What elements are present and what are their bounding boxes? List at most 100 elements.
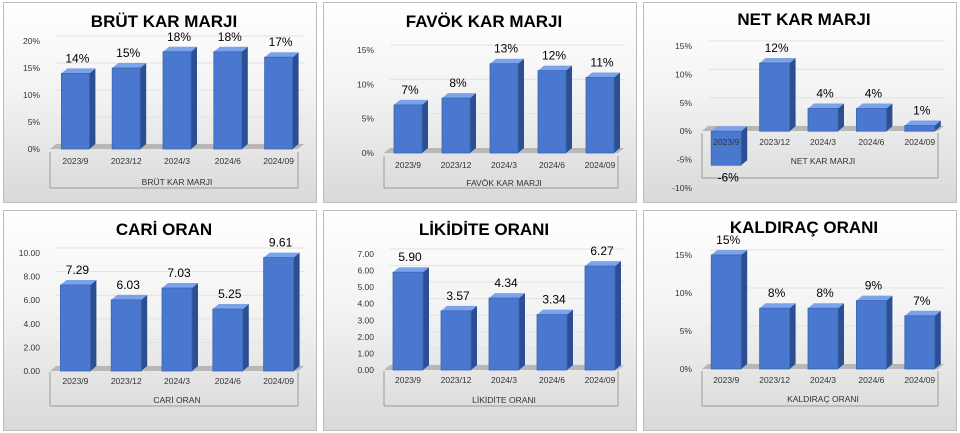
bar-top (442, 93, 476, 99)
bar-front (904, 125, 936, 132)
bar-top (537, 309, 573, 315)
bar-side (518, 58, 524, 153)
x-tick-label: 2023/12 (111, 376, 142, 386)
chart-panel-favok: FAVÖK KAR MARJI 0% 5% 10% 15% 7% 2023/9 8% 2023/… (323, 2, 637, 203)
chart-title: LİKİDİTE ORANI (419, 220, 549, 239)
data-label: -6% (718, 170, 740, 184)
bar-side (242, 304, 249, 371)
bar-side (292, 52, 299, 150)
y-tick-label: 0% (680, 126, 693, 136)
data-label: 4% (865, 86, 883, 100)
bar (392, 267, 429, 371)
bar-side (422, 99, 428, 153)
bar (263, 252, 300, 372)
x-tick-label: 2024/3 (164, 156, 190, 166)
bar-front (536, 314, 568, 371)
chart-panel-kaldirac: KALDIRAÇ ORANI 0% 5% 10% 15% 15% 2023/9 8% 2023/… (643, 210, 957, 431)
bar-top (759, 303, 796, 309)
chart-title: CARİ ORAN (116, 220, 212, 239)
bar-side (90, 279, 97, 371)
bar-top (162, 283, 198, 289)
bar-side (293, 252, 300, 371)
bar-front (392, 271, 424, 371)
x-tick-label: 2024/3 (810, 137, 836, 147)
bar-top (441, 305, 477, 311)
y-tick-label: 1.00 (357, 348, 374, 358)
bar-front (585, 77, 615, 154)
x-axis-label: KALDIRAÇ ORANI (787, 394, 859, 404)
bar-front (441, 97, 471, 154)
bar (710, 126, 748, 166)
y-tick-label: 7.00 (357, 249, 374, 259)
y-tick-label: 5% (362, 114, 375, 124)
y-tick-label: 8.00 (23, 272, 40, 282)
data-label: 3.34 (542, 293, 566, 307)
chart-panel-likidite: LİKİDİTE ORANI 0.00 1.00 2.00 3.00 4.00 5.00 6.… (323, 210, 637, 431)
data-label: 4% (816, 86, 834, 100)
bar-front (60, 284, 91, 372)
y-tick-label: 2.00 (357, 332, 374, 342)
x-tick-label: 2024/09 (904, 375, 935, 385)
bar (393, 99, 428, 154)
chart-title: NET KAR MARJI (737, 10, 870, 29)
x-tick-label: 2024/6 (539, 160, 565, 170)
data-label: 14% (65, 51, 89, 65)
bar-front (855, 108, 887, 132)
x-tick-label: 2023/9 (395, 375, 421, 385)
x-tick-label: 2023/9 (62, 156, 88, 166)
bar-top (61, 68, 96, 74)
bar-top (393, 267, 429, 273)
bar-front (263, 257, 295, 372)
x-axis-label: CARİ ORAN (153, 395, 200, 405)
x-tick-label: 2023/12 (111, 156, 142, 166)
bar-top (394, 99, 428, 105)
bar-front (759, 62, 790, 132)
bar (440, 305, 477, 371)
bar-top (856, 103, 893, 109)
bar (904, 120, 941, 132)
bar-side (789, 58, 796, 132)
data-label: 5.90 (398, 250, 422, 264)
bar (855, 103, 893, 132)
chart-title: BRÜT KAR MARJI (91, 12, 237, 31)
bar-side (140, 63, 147, 149)
bar-front (710, 130, 742, 166)
data-label: 4.34 (494, 276, 518, 290)
x-tick-label: 2024/6 (858, 137, 884, 147)
bar (537, 65, 572, 154)
bar (162, 46, 197, 150)
x-tick-label: 2023/9 (395, 160, 421, 170)
x-tick-label: 2024/3 (491, 160, 517, 170)
bar (759, 303, 796, 370)
bar-front (807, 307, 839, 370)
bar (759, 58, 796, 132)
y-tick-label: 2.00 (23, 342, 40, 352)
bar (585, 72, 620, 154)
bar-top (711, 250, 748, 255)
y-tick-label: 5% (28, 117, 41, 127)
bar (807, 303, 844, 370)
bar-top (212, 304, 249, 310)
chart-svg: KALDIRAÇ ORANI 0% 5% 10% 15% 15% 2023/9 8% 2023/… (675, 218, 944, 407)
bar-front (61, 73, 90, 150)
bar-front (264, 56, 294, 150)
bar (213, 46, 248, 150)
chart-panel-cari: CARİ ORAN 0.00 2.00 4.00 6.00 8.00 10.00 7.29 20… (3, 210, 317, 431)
bar-side (934, 120, 941, 132)
data-label: 8% (816, 286, 834, 300)
bar-front (807, 108, 839, 132)
bar (111, 63, 147, 150)
x-tick-label: 2023/12 (441, 375, 472, 385)
x-tick-label: 2023/12 (441, 160, 472, 170)
bar-side (615, 261, 621, 370)
bar-side (566, 65, 572, 153)
bar (110, 294, 148, 372)
y-tick-label: 15% (357, 45, 374, 55)
bar-top (759, 58, 796, 64)
data-label: 15% (716, 233, 740, 247)
bar-side (141, 294, 148, 371)
bar-front (710, 254, 742, 370)
chart-svg: CARİ ORAN 0.00 2.00 4.00 6.00 8.00 10.00 7.29 20… (19, 220, 304, 407)
bar-top (856, 295, 893, 301)
bar-front (162, 51, 192, 150)
